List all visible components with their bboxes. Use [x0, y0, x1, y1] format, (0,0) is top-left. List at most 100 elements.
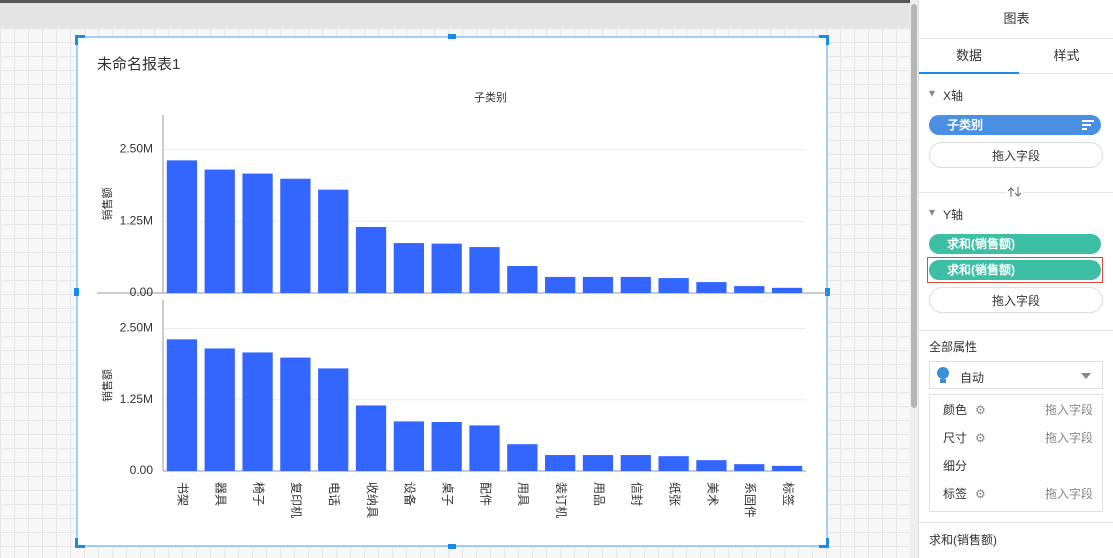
y-tick-label: 0.00 — [130, 285, 154, 299]
property-row[interactable]: 颜色 ⚙ 拖入字段 — [929, 396, 1101, 424]
x-tick-label: 用品 — [592, 482, 606, 506]
y-axis-label: 销售额 — [100, 188, 114, 221]
property-drop[interactable]: 拖入字段 — [1044, 431, 1093, 445]
bar — [469, 247, 500, 293]
bar — [582, 276, 614, 293]
y-axis-label: 销售额 — [100, 369, 114, 402]
tab[interactable]: 数据 — [919, 38, 1019, 74]
x-axis-title: 子类别 — [474, 90, 507, 104]
bar — [734, 464, 765, 471]
bar — [696, 282, 727, 293]
x-tick-label: 用具 — [516, 482, 530, 506]
caret[interactable]: ▾ — [929, 86, 936, 100]
gear-icon[interactable]: ⚙ — [975, 487, 986, 501]
drop-zone[interactable]: 拖入字段 — [929, 142, 1103, 168]
property-row[interactable]: 尺寸 ⚙ 拖入字段 — [929, 424, 1101, 452]
field-pill[interactable]: 求和(销售额) — [929, 260, 1101, 280]
property-label: 尺寸 — [943, 431, 968, 445]
toolbar — [0, 0, 915, 28]
bar — [658, 456, 689, 471]
property-row[interactable]: 细分 — [929, 452, 1101, 480]
section-title: X轴 — [943, 89, 964, 103]
caret[interactable]: ▾ — [929, 205, 936, 219]
x-tick-label: 电话 — [327, 482, 341, 506]
bar — [469, 425, 500, 471]
bar — [696, 460, 727, 471]
bar — [166, 160, 198, 293]
mode-label: 自动 — [960, 371, 985, 385]
bar — [545, 276, 576, 293]
y-tick-label: 1.25M — [120, 392, 153, 406]
bar — [431, 243, 462, 293]
x-tick-label: 书架 — [176, 482, 190, 506]
chart-card[interactable]: 未命名报表1 0.00 1.25M 2.50M 销售额 子类别 0.00 1.25M 2.50… — [0, 0, 910, 558]
selection-handles[interactable] — [74, 34, 830, 549]
bar — [393, 243, 424, 293]
section-title: Y轴 — [943, 208, 964, 222]
field-pill[interactable]: 求和(销售额) — [929, 234, 1101, 254]
separator — [919, 330, 1113, 331]
bar — [393, 421, 424, 471]
x-tick-label: 器具 — [214, 482, 228, 506]
mode-select[interactable]: 自动 — [929, 361, 1103, 389]
property-drop[interactable]: 拖入字段 — [1044, 403, 1093, 417]
property-label: 标签 — [943, 487, 968, 501]
property-box — [929, 394, 1103, 512]
side-panel: 图表 数据 样式 ▾ X轴 子类别 拖入字段 ▾ Y轴 求和(销售额) 求和(销… — [918, 0, 1113, 558]
separator — [919, 522, 1113, 523]
bar — [242, 173, 273, 293]
swap-icon[interactable] — [1007, 186, 1023, 198]
section-title: 全部属性 — [929, 340, 978, 354]
bar — [431, 421, 462, 471]
y-tick-label: 2.50M — [120, 321, 153, 335]
bar — [771, 287, 803, 293]
property-drop[interactable]: 拖入字段 — [1044, 487, 1093, 501]
bar — [242, 352, 273, 471]
bar — [280, 178, 311, 293]
x-tick-label: 配件 — [478, 482, 492, 506]
bar — [771, 465, 803, 471]
bar — [280, 357, 311, 471]
x-tick-label: 纸张 — [667, 482, 681, 506]
selected-outline — [927, 257, 1103, 283]
y-tick-label: 0.00 — [130, 463, 154, 477]
sort-icon[interactable] — [1081, 119, 1095, 131]
property-label: 颜色 — [943, 403, 968, 417]
footer-field: 求和(销售额) — [929, 533, 997, 547]
bar — [582, 455, 614, 471]
gear-icon[interactable]: ⚙ — [975, 431, 986, 445]
property-row[interactable]: 标签 ⚙ 拖入字段 — [929, 480, 1101, 508]
bar — [620, 455, 651, 471]
x-tick-label: 装订机 — [554, 482, 568, 518]
bar — [658, 278, 689, 293]
x-tick-label: 标签 — [781, 482, 796, 506]
bulb-icon — [937, 367, 949, 383]
bar — [620, 276, 651, 293]
bar — [204, 169, 235, 293]
tab[interactable]: 样式 — [1019, 38, 1113, 74]
drop-zone[interactable]: 拖入字段 — [929, 287, 1103, 313]
x-tick-label: 设备 — [403, 482, 417, 506]
scrollbar[interactable] — [910, 0, 918, 558]
x-tick-label: 收纳具 — [365, 482, 379, 518]
bar — [355, 405, 387, 471]
report-title: 未命名报表1 — [97, 55, 180, 73]
x-tick-label: 信封 — [630, 482, 644, 506]
y-tick-label: 1.25M — [120, 213, 153, 227]
panel-header: 图表 — [919, 0, 1113, 39]
x-tick-label: 复印机 — [289, 482, 303, 518]
gear-icon[interactable]: ⚙ — [975, 403, 986, 417]
bar — [507, 266, 538, 293]
bar — [734, 286, 765, 293]
x-tick-label: 美术 — [705, 482, 719, 506]
scroll-thumb[interactable] — [911, 4, 917, 408]
field-pill[interactable]: 子类别 — [929, 115, 1101, 135]
x-tick-label: 系固件 — [743, 482, 757, 518]
bar — [507, 444, 538, 471]
dropdown-arrow — [1081, 373, 1091, 379]
x-tick-label: 椅子 — [251, 482, 265, 506]
x-tick-label: 桌子 — [441, 482, 455, 506]
bar — [318, 368, 349, 471]
y-tick-label: 2.50M — [120, 142, 153, 156]
